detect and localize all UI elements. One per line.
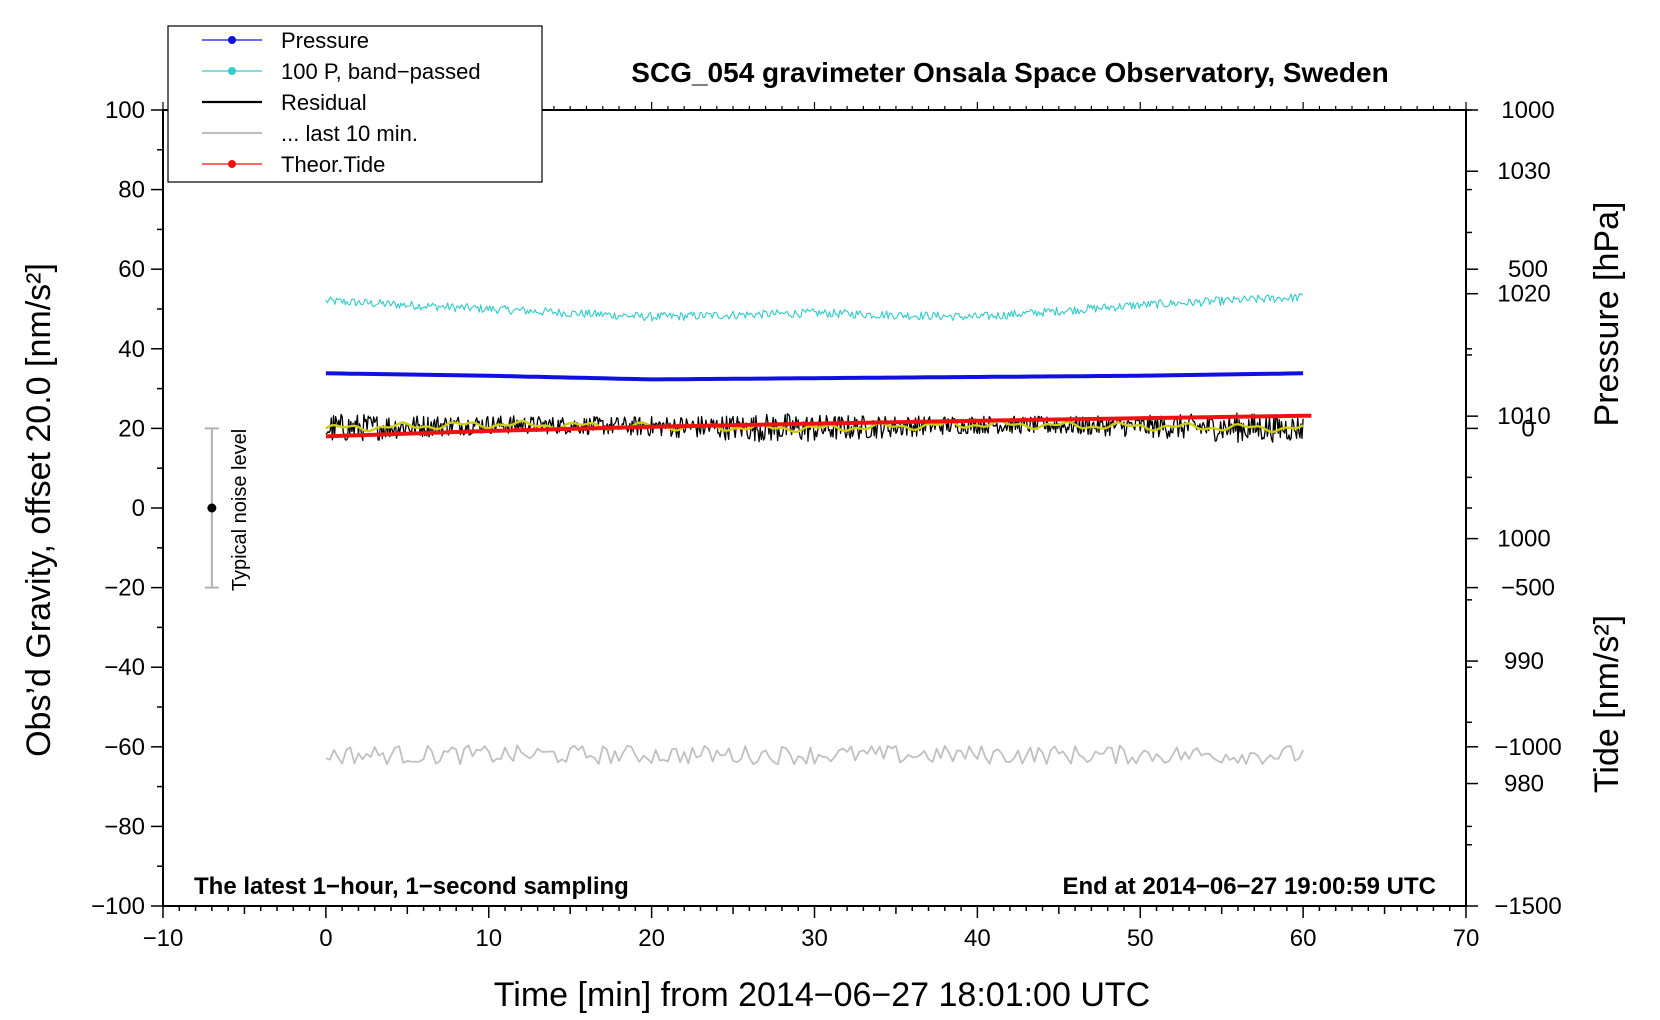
x-axis-label: Time [min] from 2014−06−27 18:01:00 UTC <box>494 976 1150 1014</box>
y-tick-label-tide: −500 <box>1501 575 1555 602</box>
legend-box <box>167 25 543 183</box>
y-tick-label-tide: −1500 <box>1494 893 1561 920</box>
x-tick-label: 30 <box>801 925 828 952</box>
y-tick-label-pressure: 990 <box>1504 648 1544 675</box>
y-tick-label-pressure: 1010 <box>1497 403 1550 430</box>
legend-label: 100 P, band−passed <box>281 59 481 84</box>
series-layer <box>204 292 1312 766</box>
note-right: End at 2014−06−27 19:00:59 UTC <box>1062 873 1436 900</box>
y-tick-label-left: −20 <box>104 575 145 602</box>
x-tick-label: 50 <box>1127 925 1154 952</box>
legend-swatch-dot <box>228 36 236 44</box>
y-tick-label-tide: −1000 <box>1494 734 1561 761</box>
y-tick-label-left: −60 <box>104 734 145 761</box>
legend: Pressure 100 P, band−passed Residual ... la… <box>167 25 543 183</box>
legend-label: Theor.Tide <box>281 152 385 177</box>
y-tick-label-tide: 0 <box>1521 415 1534 442</box>
y-tick-label-left: 20 <box>118 415 145 442</box>
noise-dot <box>207 503 217 513</box>
legend-items: Pressure 100 P, band−passed Residual ... la… <box>202 28 481 177</box>
legend-swatch-dot <box>228 67 236 75</box>
y-tick-label-pressure: 1020 <box>1497 281 1550 308</box>
x-tick-label: 10 <box>475 925 502 952</box>
y-tick-label-left: 40 <box>118 336 145 363</box>
y-axis-label-pressure: Pressure [hPa] <box>1588 202 1626 427</box>
y-axis-label-left: Obs’d Gravity, offset 20.0 [nm/s²] <box>20 263 58 757</box>
x-tick-label: −10 <box>143 925 184 952</box>
y-tick-label-left: 100 <box>105 97 145 124</box>
y-tick-label-tide: 1000 <box>1501 97 1554 124</box>
y-tick-label-left: −100 <box>91 893 145 920</box>
y-tick-label-left: 0 <box>132 495 145 522</box>
chart-title: SCG_054 gravimeter Onsala Space Observat… <box>631 57 1388 88</box>
y-tick-label-pressure: 1000 <box>1497 526 1550 553</box>
y-tick-label-left: −40 <box>104 654 145 681</box>
plot-frame <box>162 109 1467 907</box>
series-line-0 <box>325 371 1304 382</box>
legend-label: Pressure <box>281 28 369 53</box>
legend-label: Residual <box>281 90 367 115</box>
legend-swatch-dot <box>228 160 236 168</box>
x-tick-label: 60 <box>1290 925 1317 952</box>
legend-label: ... last 10 min. <box>281 121 418 146</box>
y-axis-label-tide: Tide [nm/s²] <box>1588 615 1626 793</box>
y-tick-label-left: −80 <box>104 813 145 840</box>
y-tick-label-left: 80 <box>118 177 145 204</box>
x-tick-label: 70 <box>1453 925 1480 952</box>
series-line-residual-smoothed <box>325 419 1304 434</box>
y-tick-label-tide: 500 <box>1508 256 1548 283</box>
label-layer: SCG_054 gravimeter Onsala Space Observat… <box>20 57 1626 1014</box>
axes-layer: −10 0 10 20 30 40 50 60 70100806040200−20−40−60−… <box>91 97 1562 952</box>
x-tick-label: 0 <box>319 925 332 952</box>
series-line-3 <box>325 744 1304 766</box>
x-tick-label: 20 <box>638 925 665 952</box>
series-line-4 <box>325 413 1312 439</box>
x-tick-label: 40 <box>964 925 991 952</box>
y-tick-label-pressure: 980 <box>1504 771 1544 798</box>
series-line-1 <box>325 292 1304 322</box>
note-left: The latest 1−hour, 1−second sampling <box>194 873 629 900</box>
y-tick-label-left: 60 <box>118 256 145 283</box>
noise-level-label: Typical noise level <box>229 429 251 591</box>
y-tick-label-pressure: 1030 <box>1497 158 1550 185</box>
